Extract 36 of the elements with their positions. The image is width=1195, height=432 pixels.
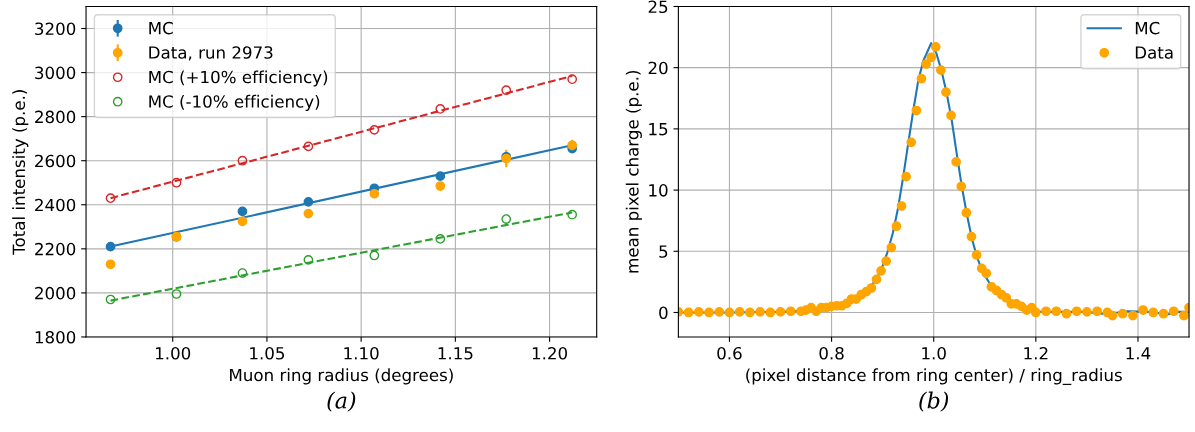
y-tick-label: 0 — [659, 306, 668, 320]
y-tick-label: 2400 — [35, 198, 76, 212]
x-axis-title: (pixel distance from ring center) / ring_radius — [746, 368, 1122, 385]
legend-label: MC (-10% efficiency) — [149, 94, 320, 111]
x-tick-label: 1.2 — [1024, 346, 1048, 360]
x-axis-title: Muon ring radius (degrees) — [230, 368, 453, 385]
y-tick-label: 25 — [648, 0, 668, 14]
y-tick-label: 2000 — [35, 286, 76, 300]
y-tick-label: 5 — [659, 245, 668, 258]
y-tick-label: 2800 — [35, 110, 76, 124]
x-tick-label: 1.15 — [438, 347, 473, 360]
legend-label: MC (+10% efficiency) — [149, 70, 328, 87]
legend-label: Data, run 2973 — [149, 46, 273, 61]
y-tick-label: 1800 — [35, 330, 76, 344]
legend-label: MC — [149, 21, 173, 35]
y-tick-label: 3000 — [35, 66, 76, 80]
y-tick-label: 2600 — [35, 154, 76, 168]
x-tick-label: 1.0 — [922, 346, 946, 360]
y-axis-title: Total intensity (p.e.) — [12, 90, 29, 255]
y-tick-label: 10 — [649, 184, 668, 197]
x-tick-label: 0.8 — [819, 346, 844, 360]
x-tick-label: 1.10 — [344, 346, 379, 360]
x-tick-label: 0.6 — [717, 346, 742, 360]
y-axis-title: mean pixel charge (p.e.) — [625, 70, 642, 273]
legend-label: Data — [1135, 46, 1173, 59]
legend-label: MC — [1135, 21, 1160, 35]
y-tick-label: 20 — [648, 61, 668, 75]
y-tick-label: 2200 — [35, 242, 76, 256]
y-tick-label: 15 — [649, 123, 668, 136]
text: (a) — [327, 391, 356, 412]
x-tick-label: 1.20 — [532, 346, 568, 360]
x-tick-label: 1.00 — [155, 346, 191, 360]
text: (b) — [919, 391, 949, 412]
y-tick-label: 3200 — [35, 22, 76, 36]
x-tick-label: 1.05 — [250, 346, 285, 360]
x-tick-label: 1.4 — [1126, 347, 1151, 360]
